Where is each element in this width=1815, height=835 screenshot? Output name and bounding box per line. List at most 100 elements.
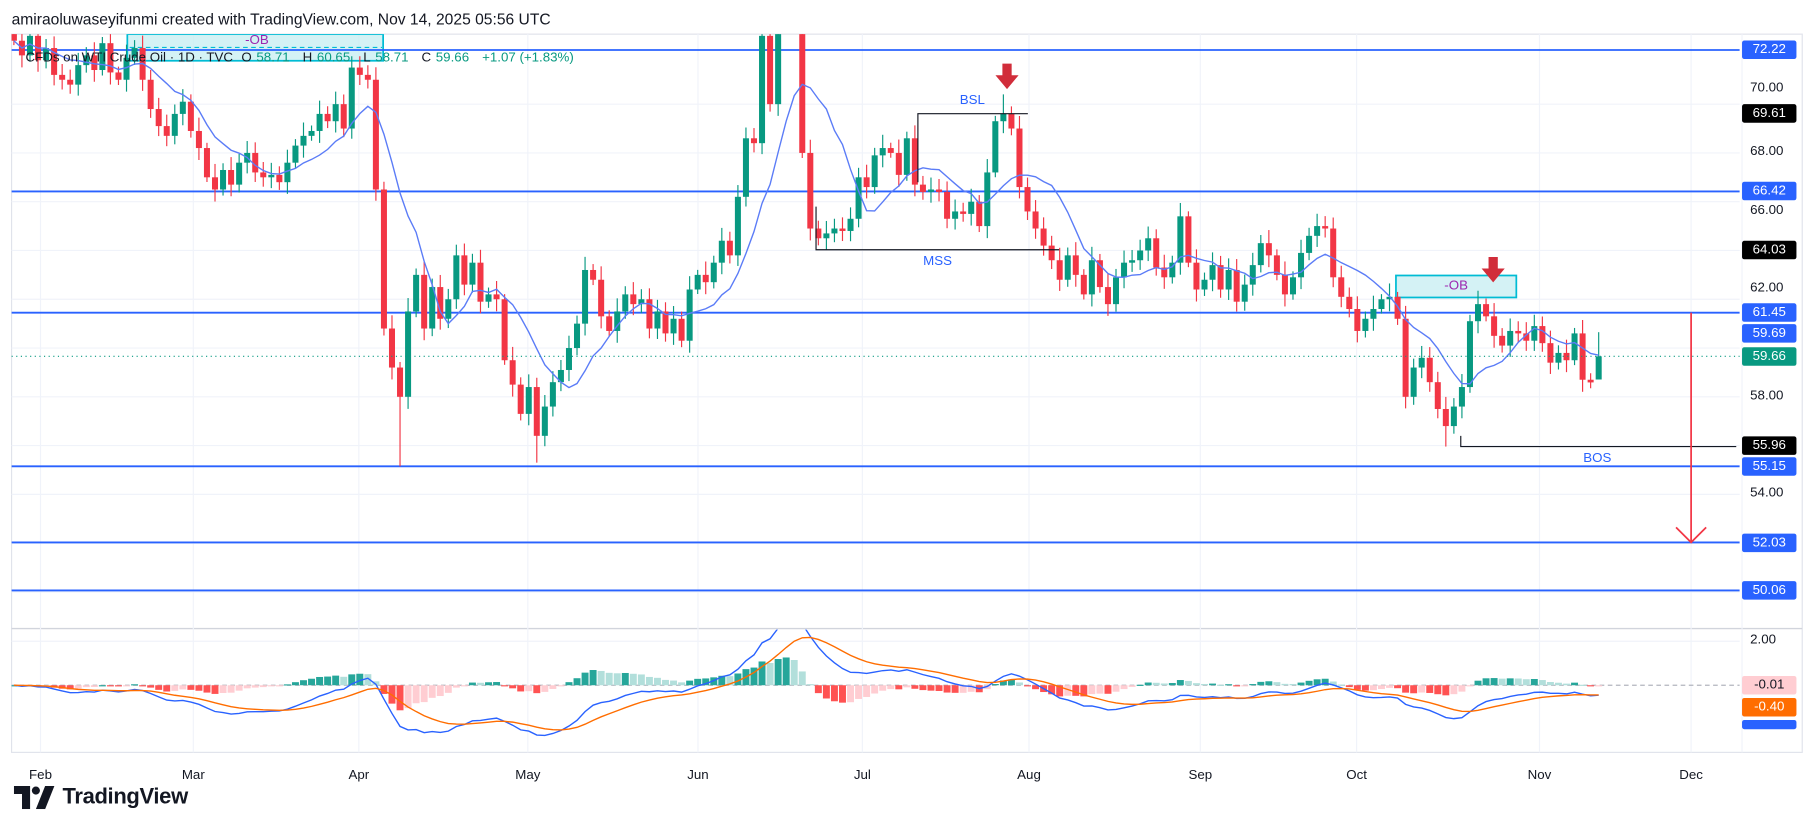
tradingview-logo[interactable]: TradingView xyxy=(13,785,188,810)
macd-histogram-bar xyxy=(1007,679,1015,686)
macd-histogram-bar xyxy=(1369,685,1377,691)
candle-body xyxy=(702,274,709,283)
candle-body xyxy=(1048,245,1055,261)
macd-label-macd xyxy=(1742,719,1797,730)
macd-histogram-bar xyxy=(653,677,661,686)
candle-body xyxy=(1024,187,1031,212)
candle-body xyxy=(292,145,299,163)
candle-body xyxy=(115,72,122,80)
macd-histogram-bar xyxy=(179,685,187,690)
macd-histogram-bar xyxy=(1088,685,1096,695)
candle-body xyxy=(1410,367,1417,397)
candle-body xyxy=(541,406,548,436)
macd-histogram-bar xyxy=(758,661,766,686)
candle-body xyxy=(718,240,725,263)
macd-histogram-bar xyxy=(1217,684,1225,686)
macd-histogram-bar xyxy=(1160,683,1168,686)
candle-body xyxy=(1587,379,1594,383)
candle-body xyxy=(895,152,902,175)
candle-body xyxy=(1072,255,1079,275)
candle-body xyxy=(11,34,17,41)
month-label: Dec xyxy=(1679,768,1703,783)
high-value: H 60.65 xyxy=(303,51,355,65)
macd-histogram-bar xyxy=(1506,678,1514,686)
macd-histogram-bar xyxy=(1184,680,1192,686)
candle-body xyxy=(525,387,532,414)
price-tick: 68.00 xyxy=(1750,144,1784,159)
month-label: Jul xyxy=(853,768,871,783)
macd-histogram-bar xyxy=(1241,685,1249,687)
candle-body xyxy=(1000,113,1007,122)
candle-body xyxy=(960,211,967,214)
macd-histogram-bar xyxy=(308,678,316,686)
macd-histogram-bar xyxy=(1386,685,1393,688)
price-label-sma: 59.69 xyxy=(1742,324,1797,343)
candle-body xyxy=(654,311,661,329)
macd-histogram-bar xyxy=(1048,685,1056,695)
candle-body xyxy=(984,172,991,227)
macd-histogram-bar xyxy=(1434,685,1442,695)
candle-body xyxy=(1064,255,1071,280)
macd-histogram-bar xyxy=(782,657,790,686)
bos-label: BOS xyxy=(1583,451,1612,466)
high-label: H xyxy=(302,50,313,65)
candle-body xyxy=(316,113,323,131)
candle-body xyxy=(1354,309,1361,331)
candle-body xyxy=(380,189,387,329)
candle-body xyxy=(155,109,162,127)
macd-histogram-bar xyxy=(589,670,597,686)
candle-body xyxy=(871,155,878,188)
candle-body xyxy=(203,148,210,178)
candle-body xyxy=(1257,243,1264,266)
candle-body xyxy=(1386,296,1393,300)
macd-histogram-bar xyxy=(525,685,533,692)
candle-body xyxy=(91,55,98,71)
candle-body xyxy=(397,367,404,397)
candle-body xyxy=(598,279,605,317)
macd-histogram-bar xyxy=(1313,679,1321,686)
macd-histogram-bar xyxy=(1176,680,1184,686)
candle-body xyxy=(831,228,838,234)
candle-body xyxy=(903,138,910,175)
macd-histogram-bar xyxy=(372,681,380,686)
candle-body xyxy=(839,228,846,231)
macd-histogram-bar xyxy=(1152,682,1160,686)
candle-body xyxy=(1137,250,1144,261)
macd-histogram-bar xyxy=(243,685,251,689)
macd-histogram-bar xyxy=(774,659,782,686)
macd-histogram-bar xyxy=(1563,683,1570,686)
macd-histogram-bar xyxy=(1579,684,1587,686)
macd-histogram-bar xyxy=(1289,683,1297,686)
macd-histogram-bar xyxy=(839,685,846,703)
candle-body xyxy=(1595,356,1602,380)
candle-body xyxy=(276,174,283,183)
macd-histogram-bar xyxy=(219,685,227,694)
candle-body xyxy=(348,67,355,129)
price-label-level: 72.22 xyxy=(1742,40,1797,60)
macd-histogram-bar xyxy=(348,674,356,686)
macd-histogram-bar xyxy=(1442,685,1450,696)
macd-histogram-bar xyxy=(1458,685,1466,692)
candle-body xyxy=(638,299,645,305)
macd-histogram-bar xyxy=(171,685,179,691)
candle-body xyxy=(429,287,436,329)
candle-body xyxy=(1531,326,1538,341)
macd-histogram-bar xyxy=(629,673,637,686)
candle-body xyxy=(1249,265,1256,285)
macd-histogram-bar xyxy=(493,682,501,686)
candle-body xyxy=(1209,265,1216,280)
symbol-legend[interactable]: CFDs on WTI Crude Oil · 1D · TVC O 58.71 … xyxy=(25,51,578,65)
macd-histogram-bar xyxy=(830,685,838,702)
macd-histogram-bar xyxy=(98,685,106,687)
candle-body xyxy=(43,48,50,61)
candle-body xyxy=(1579,333,1586,380)
macd-label-histogram: -0.01 xyxy=(1742,675,1797,695)
candle-body xyxy=(1370,309,1377,319)
close-label: C xyxy=(421,50,432,65)
macd-histogram-bar xyxy=(951,685,959,693)
macd-histogram-bar xyxy=(1209,683,1217,686)
macd-histogram-bar xyxy=(1490,678,1498,686)
candle-body xyxy=(163,126,170,136)
price-label-marker: 64.03 xyxy=(1742,240,1797,259)
